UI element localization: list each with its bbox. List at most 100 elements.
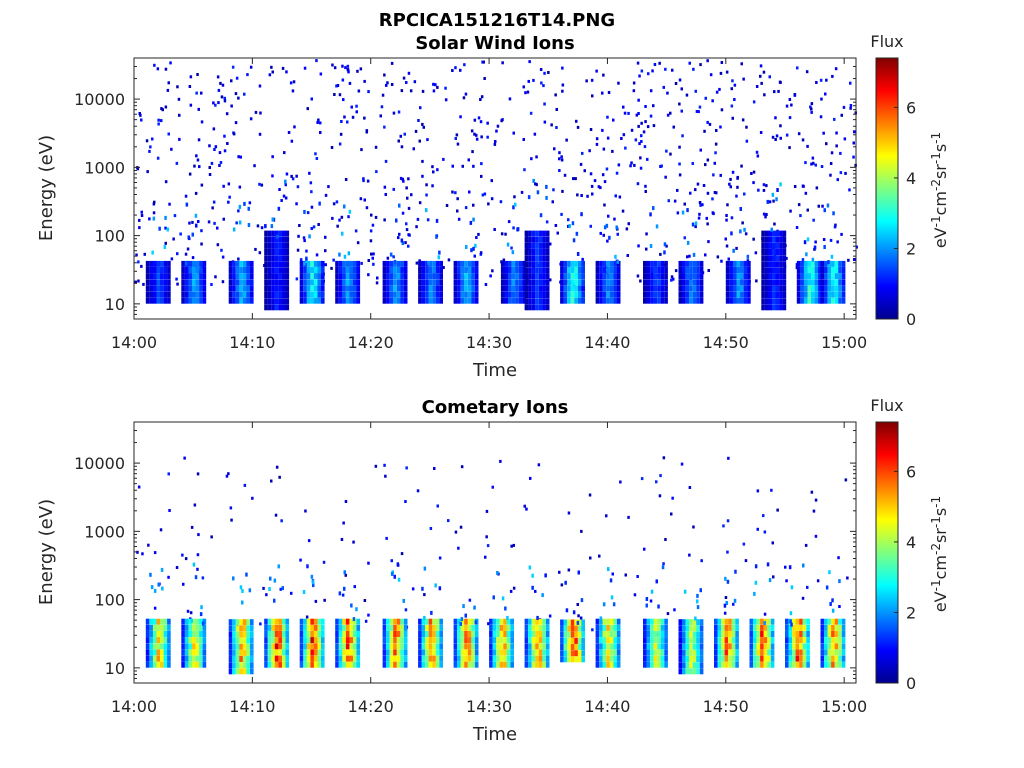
flux-cell (606, 115, 609, 119)
flux-cell (496, 649, 500, 656)
flux-cell (824, 624, 828, 631)
flux-cell (218, 151, 222, 155)
flux-cell (259, 622, 262, 626)
flux-cell (696, 619, 700, 626)
flux-cell (671, 68, 674, 72)
flux-cell (264, 279, 268, 286)
flux-cell (640, 121, 643, 125)
flux-cell (389, 649, 394, 656)
flux-cell (239, 585, 243, 590)
flux-cell (770, 227, 773, 232)
flux-cell (163, 649, 168, 656)
flux-cell (274, 267, 279, 274)
flux-cell (191, 232, 194, 237)
flux-cell (503, 618, 507, 625)
flux-cell (725, 285, 730, 292)
flux-cell (763, 530, 767, 534)
flux-cell (745, 139, 749, 143)
flux-cell (782, 267, 787, 274)
flux-cell (349, 631, 353, 637)
flux-cell (267, 285, 272, 292)
flux-cell (804, 161, 807, 165)
flux-cell (795, 631, 800, 637)
flux-cell (461, 164, 464, 168)
flux-cell (682, 267, 686, 273)
flux-cell (541, 593, 544, 598)
flux-cell (768, 200, 772, 204)
flux-cell (761, 292, 765, 298)
flux-cell (564, 580, 567, 585)
flux-cell (472, 246, 475, 251)
flux-cell (811, 267, 815, 273)
flux-cell (810, 162, 813, 166)
flux-cell (185, 261, 188, 266)
flux-cell (188, 297, 192, 304)
flux-cell (538, 298, 543, 305)
flux-cell (500, 119, 503, 123)
flux-cell (188, 624, 192, 631)
flux-cell (767, 661, 771, 668)
flux-cell (827, 291, 832, 298)
flux-cell (250, 619, 254, 626)
flux-cell (247, 223, 251, 227)
flux-cell (577, 614, 580, 618)
flux-cell (605, 167, 609, 171)
flux-cell (699, 297, 704, 304)
flux-cell (270, 65, 273, 69)
flux-cell (689, 273, 693, 280)
flux-cell (730, 231, 733, 236)
flux-cell (242, 631, 247, 638)
flux-cell (147, 543, 150, 547)
flux-cell (754, 564, 758, 569)
flux-cell (274, 292, 279, 298)
flux-cell (802, 184, 805, 188)
flux-cell (356, 624, 361, 631)
flux-cell (828, 570, 831, 575)
flux-cell (145, 631, 150, 637)
flux-cell (768, 273, 772, 280)
flux-cell (468, 190, 471, 194)
flux-cell (799, 655, 803, 662)
flux-cell (524, 304, 529, 311)
flux-cell (561, 89, 564, 93)
flux-cell (779, 124, 782, 128)
y-tick-label: 10000 (74, 90, 125, 109)
flux-cell (232, 631, 236, 638)
flux-cell (274, 631, 279, 637)
flux-cell (242, 273, 247, 280)
flux-cell (660, 260, 665, 267)
flux-cell (303, 66, 307, 70)
colorbar-title: Flux (870, 32, 903, 51)
flux-cell (599, 279, 603, 286)
flux-cell (246, 279, 250, 286)
flux-cell (696, 285, 700, 292)
flux-cell (444, 86, 447, 90)
flux-cell (767, 624, 771, 631)
flux-cell (699, 203, 702, 207)
flux-cell (669, 152, 672, 156)
flux-cell (540, 81, 543, 85)
flux-cell (629, 164, 632, 168)
flux-cell (271, 255, 275, 262)
flux-cell (678, 279, 683, 286)
flux-cell (382, 273, 387, 280)
flux-cell (536, 615, 539, 620)
flux-cell (222, 184, 225, 188)
flux-cell (732, 291, 737, 298)
flux-cell (581, 631, 585, 638)
flux-cell (529, 111, 533, 115)
flux-cell (678, 78, 682, 82)
flux-cell (795, 618, 800, 625)
flux-cell (271, 304, 275, 311)
flux-cell (508, 267, 512, 273)
flux-cell (303, 297, 307, 304)
flux-cell (685, 631, 690, 638)
flux-cell (464, 649, 468, 656)
flux-cell (460, 273, 465, 280)
flux-cell (721, 624, 725, 631)
flux-cell (382, 649, 387, 656)
flux-cell (317, 661, 322, 668)
flux-cell (353, 624, 357, 631)
flux-cell (188, 643, 192, 650)
